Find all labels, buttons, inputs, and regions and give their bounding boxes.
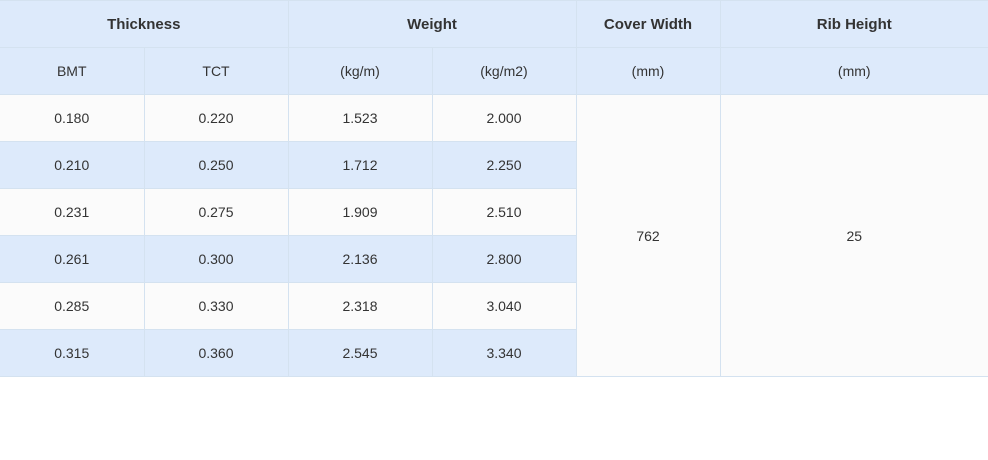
cell-kg-m: 2.545 (287, 329, 433, 377)
cell-kg-m2: 2.250 (431, 141, 577, 189)
sub-header-row: BMT TCT (kg/m) (kg/m2) (mm) (mm) (0, 47, 988, 95)
header-rib-height: Rib Height (719, 0, 988, 48)
cell-kg-m: 1.909 (287, 188, 433, 236)
cell-tct: 0.275 (143, 188, 289, 236)
table-row: 0.180 0.220 1.523 2.000 762 25 (0, 94, 988, 377)
cell-rib-height: 25 (719, 94, 988, 377)
cell-tct: 0.300 (143, 235, 289, 283)
cell-bmt: 0.180 (0, 94, 145, 142)
header-kg-per-m2: (kg/m2) (431, 47, 577, 95)
table-row: 0.315 0.360 2.545 3.340 (0, 329, 988, 377)
cell-bmt: 0.210 (0, 141, 145, 189)
header-weight: Weight (287, 0, 577, 48)
cell-bmt: 0.285 (0, 282, 145, 330)
table-row: 0.261 0.300 2.136 2.800 (0, 235, 988, 283)
cell-bmt: 0.315 (0, 329, 145, 377)
cell-bmt: 0.261 (0, 235, 145, 283)
header-kg-per-m: (kg/m) (287, 47, 433, 95)
cell-kg-m: 2.136 (287, 235, 433, 283)
cell-kg-m: 1.712 (287, 141, 433, 189)
cell-tct: 0.330 (143, 282, 289, 330)
header-thickness: Thickness (0, 0, 289, 48)
cell-bmt: 0.231 (0, 188, 145, 236)
cell-kg-m2: 3.040 (431, 282, 577, 330)
cell-kg-m2: 2.800 (431, 235, 577, 283)
table-row: 0.231 0.275 1.909 2.510 (0, 188, 988, 236)
cell-kg-m2: 2.510 (431, 188, 577, 236)
cell-kg-m2: 3.340 (431, 329, 577, 377)
group-header-row: Thickness Weight Cover Width Rib Height (0, 0, 988, 48)
cell-tct: 0.220 (143, 94, 289, 142)
specification-table: Thickness Weight Cover Width Rib Height … (0, 0, 988, 377)
cell-cover-width: 762 (575, 94, 721, 377)
header-cover-width: Cover Width (575, 0, 721, 48)
header-bmt: BMT (0, 47, 145, 95)
header-rib-height-unit: (mm) (719, 47, 988, 95)
cell-kg-m2: 2.000 (431, 94, 577, 142)
header-cover-width-unit: (mm) (575, 47, 721, 95)
cell-tct: 0.250 (143, 141, 289, 189)
cell-tct: 0.360 (143, 329, 289, 377)
cell-kg-m: 2.318 (287, 282, 433, 330)
cell-kg-m: 1.523 (287, 94, 433, 142)
header-tct: TCT (143, 47, 289, 95)
